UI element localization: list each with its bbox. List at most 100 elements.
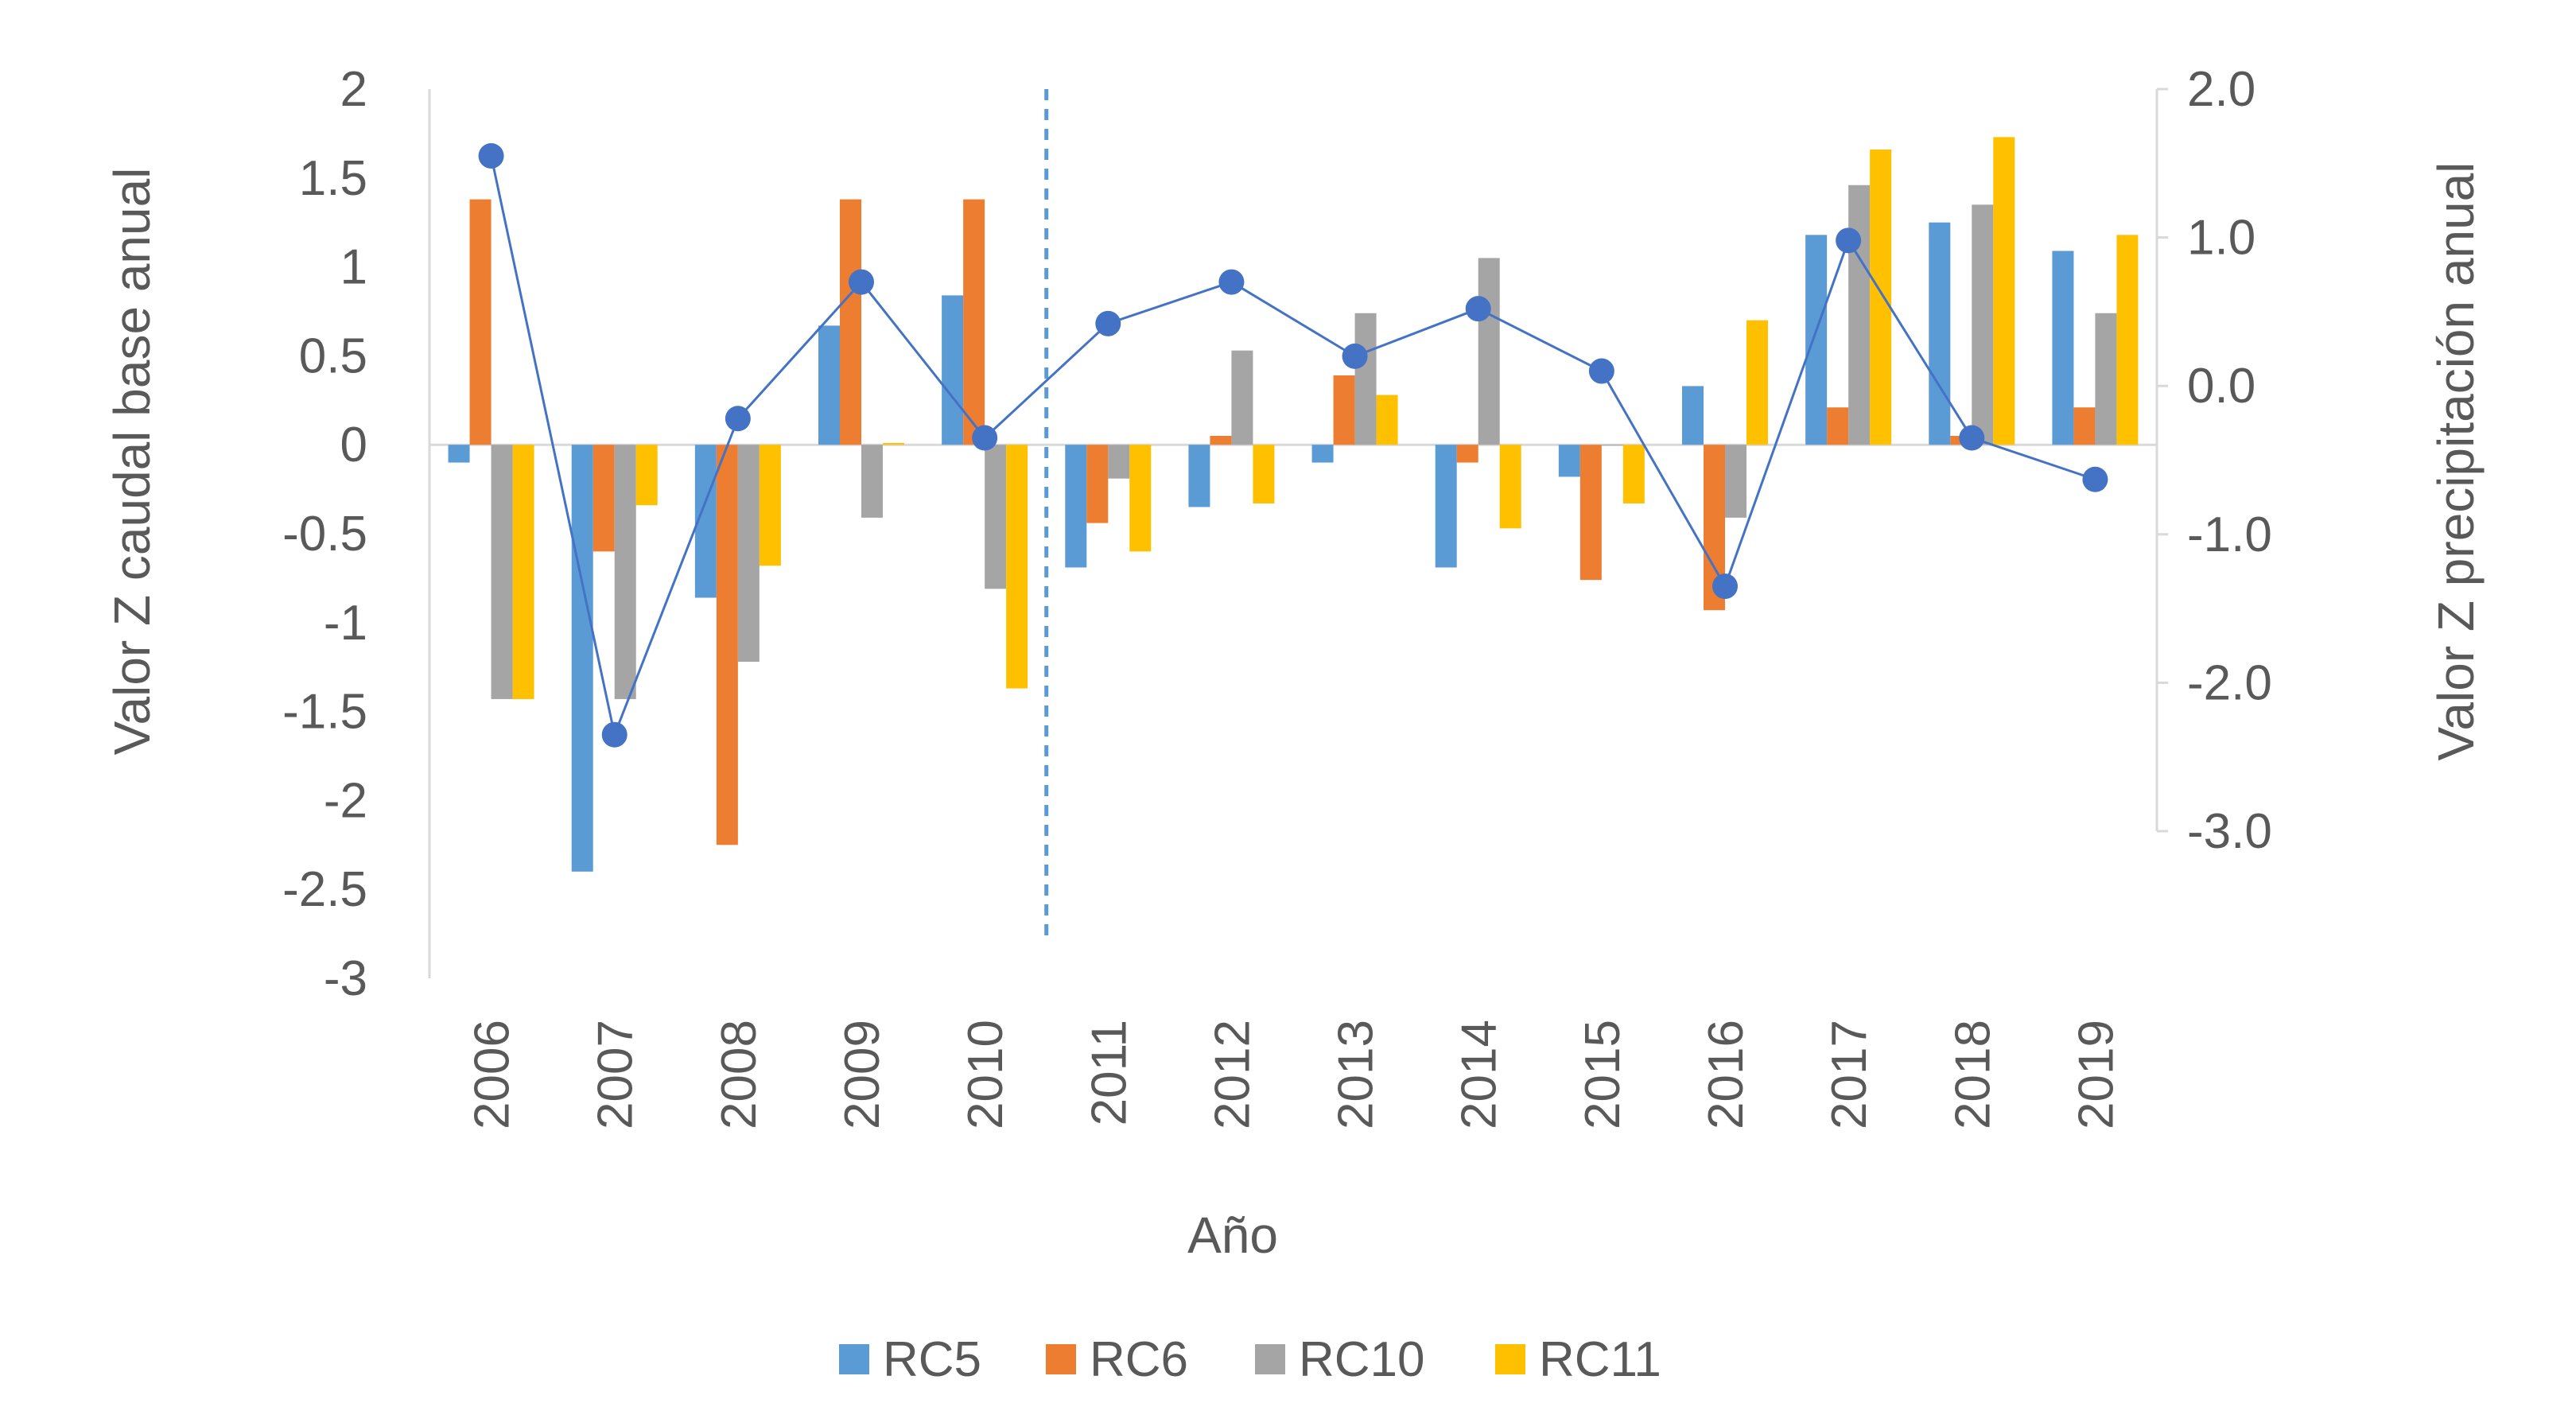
precipitation-point-2010 — [972, 425, 998, 451]
x-tick-label: 2013 — [1329, 1020, 1384, 1129]
left-tick-label: -2.5 — [282, 862, 367, 917]
left-tick-label: -0.5 — [282, 507, 367, 562]
y-axis-title: Valor Z caudal base anual — [103, 168, 161, 756]
bar-rc10-2014 — [1478, 258, 1500, 445]
bar-rc5-2006 — [448, 445, 470, 463]
bar-rc6-2017 — [1827, 407, 1849, 445]
precipitation-point-2014 — [1465, 296, 1491, 322]
bar-rc11-2009 — [883, 442, 904, 445]
left-tick-label: 1 — [340, 240, 367, 295]
left-tick-label: 2 — [340, 62, 367, 117]
bar-rc11-2012 — [1253, 445, 1275, 503]
bar-rc11-2013 — [1376, 395, 1398, 445]
precipitation-point-2018 — [1959, 425, 1985, 451]
bar-rc6-2007 — [593, 445, 615, 552]
x-axis-title: Año — [1187, 1207, 1278, 1264]
precipitation-line — [490, 155, 2096, 739]
bar-rc5-2013 — [1311, 445, 1334, 463]
bar-rc6-2019 — [2073, 407, 2096, 445]
bar-rc5-2014 — [1435, 445, 1457, 568]
left-tick-label: 0 — [340, 418, 367, 472]
bar-rc6-2015 — [1579, 445, 1602, 581]
x-tick-label: 2019 — [2069, 1020, 2123, 1129]
bar-rc11-2015 — [1622, 445, 1645, 503]
left-axis-ticks: 2 1.5 1 0.5 0 -0.5 -1 -1.5 -2 -2.5 -3 — [282, 62, 367, 1006]
left-tick-label: -2 — [324, 773, 367, 828]
bar-rc11-2018 — [1993, 137, 2015, 445]
bar-rc6-2008 — [716, 445, 738, 845]
x-axis-ticks: 2006 2007 2008 2009 2010 2011 2012 2013 2014 2015… — [465, 1020, 2124, 1129]
x-tick-label: 2009 — [835, 1020, 890, 1129]
bar-rc5-2015 — [1558, 445, 1580, 477]
precipitation-point-2015 — [1588, 358, 1614, 384]
legend-swatch-rc11 — [1495, 1344, 1525, 1374]
bar-rc5-2016 — [1682, 386, 1704, 445]
precipitation-point-2012 — [1218, 269, 1245, 295]
left-tick-label: -1.5 — [282, 685, 367, 740]
precipitation-point-2016 — [1712, 573, 1738, 600]
precipitation-point-2011 — [1095, 310, 1121, 336]
bar-rc11-2017 — [1870, 150, 1892, 445]
bar-rc5-2018 — [1929, 222, 1951, 445]
legend-swatch-rc5 — [839, 1344, 869, 1374]
bar-rc11-2016 — [1746, 320, 1768, 445]
x-tick-label: 2015 — [1576, 1020, 1630, 1129]
plot-area — [428, 89, 2158, 978]
precipitation-point-2017 — [1836, 227, 1862, 254]
bar-rc5-2011 — [1065, 445, 1087, 568]
right-tick-label: 2.0 — [2187, 62, 2255, 117]
bar-rc11-2010 — [1006, 445, 1028, 689]
bar-rc11-2019 — [2116, 235, 2139, 445]
right-axis-ticks: 2.0 1.0 0.0 -1.0 -2.0 -3.0 — [2157, 62, 2272, 859]
bar-rc6-2010 — [963, 199, 985, 445]
precipitation-point-2013 — [1342, 343, 1368, 369]
bar-rc11-2008 — [759, 445, 781, 566]
left-tick-label: -3 — [324, 951, 367, 1006]
x-tick-label: 2007 — [589, 1020, 643, 1129]
bar-rc6-2013 — [1333, 375, 1355, 445]
x-tick-label: 2011 — [1082, 1020, 1136, 1125]
bar-rc6-2012 — [1210, 436, 1232, 445]
bar-rc10-2011 — [1108, 445, 1130, 479]
bar-rc11-2011 — [1129, 445, 1152, 552]
bar-rc10-2016 — [1725, 445, 1746, 518]
x-tick-label: 2014 — [1452, 1020, 1507, 1129]
right-tick-label: -1.0 — [2187, 507, 2272, 562]
bar-rc6-2011 — [1086, 445, 1109, 523]
bar-rc10-2017 — [1848, 185, 1871, 445]
precipitation-point-2006 — [478, 142, 504, 169]
bar-rc6-2014 — [1456, 445, 1478, 463]
bar-rc11-2014 — [1499, 445, 1521, 529]
right-tick-label: -3.0 — [2187, 804, 2272, 859]
x-tick-label: 2006 — [465, 1020, 520, 1129]
precipitation-point-2009 — [849, 269, 874, 295]
legend-swatch-rc10 — [1255, 1344, 1285, 1374]
right-tick-label: 1.0 — [2187, 211, 2255, 266]
x-tick-label: 2012 — [1205, 1020, 1260, 1129]
bar-rc5-2012 — [1188, 445, 1210, 507]
precipitation-point-2008 — [725, 406, 751, 432]
bar-rc10-2006 — [491, 445, 513, 699]
bar-rc10-2019 — [2095, 313, 2117, 445]
legend-label-rc5: RC5 — [883, 1332, 981, 1387]
legend-label-rc11: RC11 — [1539, 1332, 1661, 1387]
bar-rc10-2010 — [985, 445, 1007, 589]
right-tick-label: -2.0 — [2187, 655, 2272, 710]
precipitation-point-2019 — [2082, 466, 2108, 492]
bar-rc5-2007 — [571, 445, 593, 872]
legend-label-rc6: RC6 — [1090, 1332, 1188, 1387]
x-tick-label: 2016 — [1699, 1020, 1754, 1129]
legend-label-rc10: RC10 — [1299, 1332, 1425, 1387]
x-tick-label: 2008 — [712, 1020, 767, 1129]
bar-rc10-2008 — [737, 445, 760, 662]
left-tick-label: 0.5 — [299, 328, 367, 383]
bar-rc5-2010 — [942, 295, 964, 445]
bar-rc10-2007 — [614, 445, 636, 699]
bar-rc10-2013 — [1354, 313, 1377, 445]
x-tick-label: 2017 — [1822, 1020, 1877, 1129]
legend: RC5 RC6 RC10 RC11 — [839, 1332, 1661, 1387]
bar-rc6-2009 — [840, 199, 861, 445]
bar-rc5-2009 — [818, 325, 840, 445]
bar-rc5-2017 — [1805, 235, 1828, 445]
